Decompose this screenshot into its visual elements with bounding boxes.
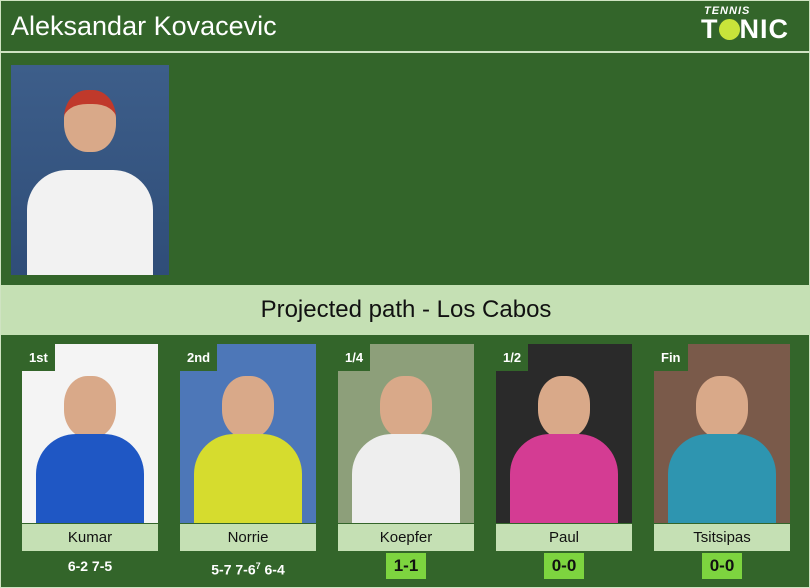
round-badge: 1st xyxy=(22,344,55,371)
opponent-photo: Fin xyxy=(654,344,790,523)
match-score: 5-7 7-67 6-4 xyxy=(211,561,285,578)
round-badge: 2nd xyxy=(180,344,218,371)
round-badge: 1/4 xyxy=(338,344,371,371)
opponent-name: Koepfer xyxy=(338,524,474,551)
head-to-head-badge: 1-1 xyxy=(385,553,427,579)
tennis-ball-icon xyxy=(718,19,740,40)
divider xyxy=(1,51,810,53)
opponent-name: Paul xyxy=(496,524,632,551)
opponent-name: Kumar xyxy=(22,524,158,551)
path-card-final: Fin Tsitsipas 0-0 xyxy=(654,344,790,579)
path-card-1st: 1st Kumar 6-2 7-5 xyxy=(22,344,158,577)
head-to-head-badge: 0-0 xyxy=(701,553,743,579)
opponent-photo: 1/2 xyxy=(496,344,632,523)
opponent-name: Tsitsipas xyxy=(654,524,790,551)
path-card-quarterfinal: 1/4 Koepfer 1-1 xyxy=(338,344,474,579)
projected-path-title: Projected path - Los Cabos xyxy=(1,285,810,335)
path-card-2nd: 2nd Norrie 5-7 7-67 6-4 xyxy=(180,344,316,581)
opponent-photo: 1/4 xyxy=(338,344,474,523)
round-badge: Fin xyxy=(654,344,688,371)
head-to-head-badge: 0-0 xyxy=(543,553,585,579)
player-name: Aleksandar Kovacevic xyxy=(11,11,277,41)
opponent-name: Norrie xyxy=(180,524,316,551)
round-badge: 1/2 xyxy=(496,344,529,371)
opponent-photo: 2nd xyxy=(180,344,316,523)
player-photo xyxy=(11,65,169,275)
match-score: 6-2 7-5 xyxy=(67,558,113,574)
tennis-tonic-logo: TENNIS T NIC xyxy=(701,5,789,44)
path-card-semifinal: 1/2 Paul 0-0 xyxy=(496,344,632,579)
opponent-photo: 1st xyxy=(22,344,158,523)
